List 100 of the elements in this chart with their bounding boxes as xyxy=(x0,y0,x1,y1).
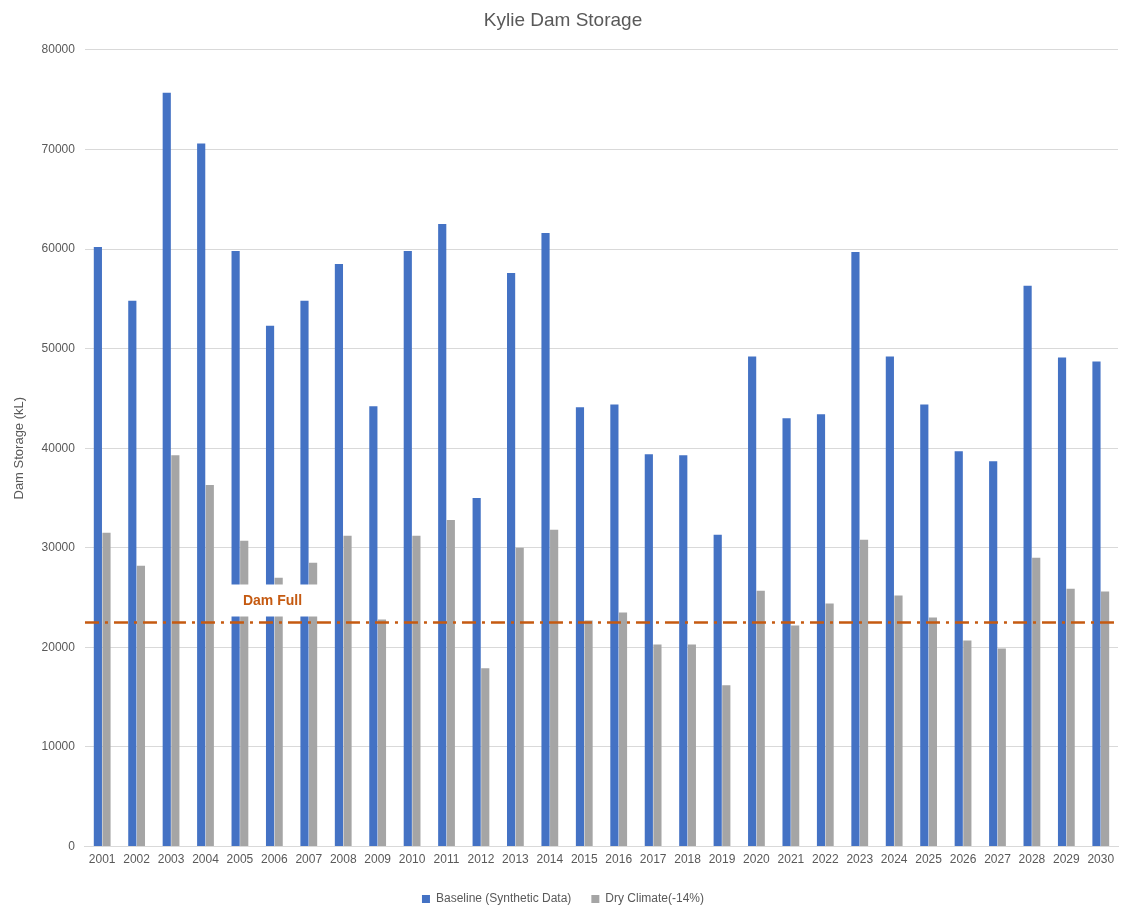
y-tick-label: 80000 xyxy=(41,42,76,57)
bar xyxy=(1066,588,1075,847)
x-tick-label: 2029 xyxy=(1053,852,1081,867)
bar xyxy=(610,404,619,847)
y-tick-label: 50000 xyxy=(41,340,76,355)
bar xyxy=(679,455,688,847)
bar xyxy=(989,461,998,847)
bar xyxy=(963,640,972,847)
y-tick-label: 0 xyxy=(68,838,76,853)
x-tick-label: 2013 xyxy=(502,852,530,867)
bar xyxy=(403,250,412,847)
x-tick-label: 2026 xyxy=(949,852,977,867)
bar xyxy=(1032,557,1041,847)
bar xyxy=(644,454,653,847)
x-tick-label: 2027 xyxy=(984,852,1012,867)
x-tick-label: 2019 xyxy=(708,852,736,867)
bar xyxy=(136,565,146,847)
x-tick-label: 2025 xyxy=(915,852,943,867)
bar xyxy=(472,498,481,847)
y-tick-label: 30000 xyxy=(41,540,76,555)
x-tick-label: 2020 xyxy=(743,852,771,867)
x-tick-label: 2004 xyxy=(192,852,220,867)
x-tick-label: 2009 xyxy=(364,852,392,867)
bar xyxy=(93,247,102,847)
bar xyxy=(816,414,826,847)
x-tick-label: 2015 xyxy=(570,852,598,867)
x-tick-label: 2028 xyxy=(1018,852,1046,867)
bar xyxy=(377,619,387,847)
bar xyxy=(894,595,903,847)
x-tick-label: 2006 xyxy=(261,852,289,867)
x-tick-label: 2023 xyxy=(846,852,874,867)
bar xyxy=(197,143,206,847)
bar xyxy=(1092,361,1101,847)
legend-label: Dry Climate(-14%) xyxy=(605,891,705,906)
bar xyxy=(438,224,447,847)
bar xyxy=(859,539,869,847)
bar xyxy=(687,644,696,847)
bar xyxy=(412,535,421,847)
x-tick-label: 2008 xyxy=(329,852,357,867)
legend-label: Baseline (Synthetic Data) xyxy=(435,891,572,906)
y-tick-label: 60000 xyxy=(41,241,76,256)
bar xyxy=(782,418,791,847)
y-tick-label: 40000 xyxy=(41,440,76,455)
bar xyxy=(791,625,800,847)
x-tick-label: 2003 xyxy=(157,852,185,867)
bar xyxy=(507,272,516,847)
x-tick-label: 2012 xyxy=(467,852,495,867)
bar xyxy=(756,590,765,847)
x-tick-label: 2002 xyxy=(123,852,151,867)
chart-title: Kylie Dam Storage xyxy=(483,8,643,30)
bar xyxy=(885,356,894,847)
bar xyxy=(575,407,585,847)
bar xyxy=(748,356,757,847)
bar xyxy=(851,251,860,847)
bar xyxy=(825,603,834,847)
bar xyxy=(550,529,559,847)
bar xyxy=(1101,591,1110,847)
y-tick-label: 20000 xyxy=(41,639,76,654)
bar xyxy=(205,485,214,847)
bar xyxy=(102,532,111,847)
bar xyxy=(515,547,524,847)
x-tick-label: 2022 xyxy=(811,852,839,867)
y-tick-label: 10000 xyxy=(41,739,76,754)
bar xyxy=(481,668,490,847)
bar xyxy=(541,233,550,847)
x-tick-label: 2016 xyxy=(605,852,633,867)
x-tick-label: 2011 xyxy=(433,852,460,867)
bar xyxy=(128,300,137,847)
x-tick-label: 2010 xyxy=(398,852,426,867)
bar xyxy=(369,406,378,847)
x-tick-label: 2018 xyxy=(674,852,702,867)
y-axis-title: Dam Storage (kL) xyxy=(11,396,27,500)
y-tick-label: 70000 xyxy=(41,141,76,156)
bar xyxy=(446,519,455,847)
bar xyxy=(653,644,662,847)
bar xyxy=(343,535,352,847)
x-tick-label: 2007 xyxy=(295,852,323,867)
bar xyxy=(334,263,344,847)
x-tick-label: 2017 xyxy=(639,852,667,867)
bar xyxy=(928,617,937,847)
x-tick-label: 2014 xyxy=(536,852,564,867)
bar xyxy=(618,612,628,847)
x-tick-label: 2005 xyxy=(226,852,254,867)
bar xyxy=(171,455,180,847)
ref-line-label: Dam Full xyxy=(242,592,303,609)
x-tick-label: 2021 xyxy=(777,852,805,867)
bar xyxy=(920,404,929,847)
bar xyxy=(584,620,593,847)
x-tick-label: 2001 xyxy=(88,852,116,867)
bar xyxy=(713,534,722,847)
bar xyxy=(162,92,171,847)
x-tick-label: 2024 xyxy=(880,852,908,867)
bar xyxy=(1057,357,1067,847)
bar xyxy=(1023,285,1032,847)
bar xyxy=(231,250,240,847)
bar xyxy=(997,648,1006,847)
bar xyxy=(954,451,963,847)
bar xyxy=(722,685,731,847)
x-tick-label: 2030 xyxy=(1087,852,1115,867)
bar xyxy=(300,300,309,847)
